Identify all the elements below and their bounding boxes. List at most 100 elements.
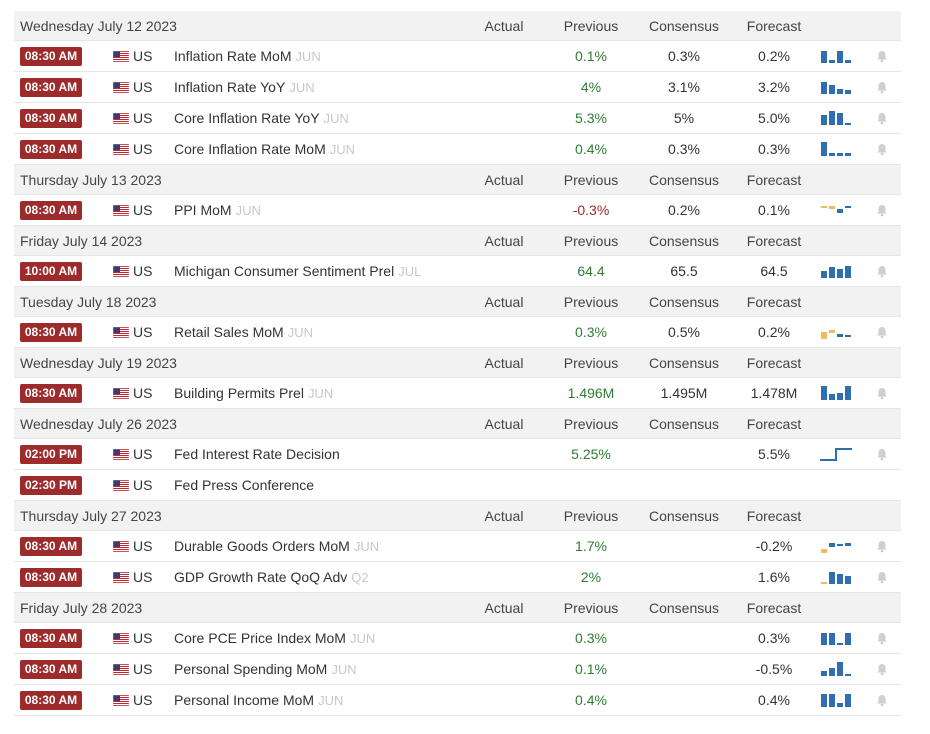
event-name-link[interactable]: Inflation Rate MoM JUN [174,41,321,71]
event-row[interactable]: 08:30 AM US GDP Growth Rate QoQ Adv Q2 2% 1.6… [14,562,901,593]
sparkline-chart-icon[interactable] [820,317,854,347]
actual-value [462,195,546,225]
bell-alert-icon[interactable] [876,439,890,469]
previous-value: 0.3% [575,630,607,646]
bell-alert-icon[interactable] [876,654,890,684]
sparkline-bar [845,633,851,645]
bell-alert-icon[interactable] [876,41,890,71]
sparkline-chart-icon[interactable] [820,623,854,653]
previous-value: 2% [580,569,602,585]
event-name-link[interactable]: Core Inflation Rate YoY JUN [174,103,349,133]
col-header-actual: Actual [484,293,524,310]
event-row[interactable]: 08:30 AM US Core PCE Price Index MoM JUN 0.3… [14,623,901,654]
time-badge: 08:30 AM [20,72,82,102]
day-date: Thursday July 27 2023 [20,507,162,524]
us-flag-icon [113,134,129,164]
sparkline-bar [829,572,835,584]
sparkline-bar [837,703,843,707]
time-badge: 08:30 AM [20,654,82,684]
sparkline-chart-icon[interactable] [820,72,854,102]
bell-alert-icon[interactable] [876,72,890,102]
bell-alert-icon[interactable] [876,195,890,225]
event-row[interactable]: 08:30 AM US Core Inflation Rate MoM JUN 0.4%… [14,134,901,165]
bell-alert-icon[interactable] [876,378,890,408]
event-row[interactable]: 08:30 AM US Inflation Rate YoY JUN 4% 3.1% 3.2… [14,72,901,103]
day-date: Tuesday July 18 2023 [20,293,157,310]
sparkline-chart-icon[interactable] [820,378,854,408]
col-header-consensus: Consensus [648,232,720,249]
bell-alert-icon[interactable] [876,134,890,164]
consensus-value: 0.3% [668,48,700,64]
time-label: 08:30 AM [20,690,82,710]
time-badge: 02:30 PM [20,470,82,500]
sparkline-chart-icon[interactable] [820,41,854,71]
event-name-link[interactable]: Personal Income MoM JUN [174,685,343,715]
event-row[interactable]: 02:30 PM US Fed Press Conference [14,470,901,501]
previous-value: 5.3% [575,110,607,126]
sparkline-bar [845,123,851,125]
event-row[interactable]: 08:30 AM US PPI MoM JUN -0.3% 0.2% 0.1% [14,195,901,226]
col-header-actual: Actual [484,17,524,34]
event-row[interactable]: 08:30 AM US Inflation Rate MoM JUN 0.1% 0.3% 0… [14,41,901,72]
actual-value [462,531,546,561]
previous-value [549,470,633,500]
event-row[interactable]: 08:30 AM US Durable Goods Orders MoM JUN 1.7… [14,531,901,562]
sparkline-chart-icon[interactable] [820,531,854,561]
sparkline-bar [829,543,835,547]
col-header-previous: Previous [563,415,619,432]
sparkline-chart-icon[interactable] [820,439,854,469]
sparkline-bar [837,662,843,676]
bell-alert-icon[interactable] [876,103,890,133]
event-name-link[interactable]: GDP Growth Rate QoQ Adv Q2 [174,562,369,592]
bell-alert-icon[interactable] [876,531,890,561]
sparkline-chart-icon[interactable] [820,654,854,684]
sparkline-chart-icon[interactable] [820,685,854,715]
consensus-value: 3.1% [668,79,700,95]
bell-alert-icon[interactable] [876,623,890,653]
time-label: 08:30 AM [20,108,82,128]
event-name-link[interactable]: Personal Spending MoM JUN [174,654,357,684]
sparkline-chart-icon[interactable] [820,256,854,286]
event-name-link[interactable]: Durable Goods Orders MoM JUN [174,531,379,561]
event-row[interactable]: 08:30 AM US Retail Sales MoM JUN 0.3% 0.5% 0.2… [14,317,901,348]
sparkline-chart-icon[interactable] [820,103,854,133]
consensus-value [641,623,727,653]
event-name: Michigan Consumer Sentiment Prel [174,263,395,279]
day-header-row: Wednesday July 26 2023 Actual Previous Cons… [14,409,901,439]
event-name-link[interactable]: Inflation Rate YoY JUN [174,72,315,102]
time-badge: 08:30 AM [20,562,82,592]
bell-alert-icon[interactable] [876,317,890,347]
sparkline-chart-icon[interactable] [820,195,854,225]
event-name: Inflation Rate MoM [174,48,292,64]
sparkline-chart-icon[interactable] [820,562,854,592]
col-header-forecast: Forecast [746,17,802,34]
bell-alert-icon[interactable] [876,562,890,592]
event-name-link[interactable]: Retail Sales MoM JUN [174,317,313,347]
consensus-value [641,685,727,715]
event-row[interactable]: 10:00 AM US Michigan Consumer Sentiment Pr… [14,256,901,287]
event-name-link[interactable]: Michigan Consumer Sentiment Prel JUL [174,256,421,286]
sparkline-bar [821,82,827,94]
event-row[interactable]: 08:30 AM US Core Inflation Rate YoY JUN 5.3%… [14,103,901,134]
event-name-link[interactable]: Core PCE Price Index MoM JUN [174,623,375,653]
sparkline-chart-icon[interactable] [820,134,854,164]
sparkline-bar [829,206,835,209]
bell-alert-icon[interactable] [876,685,890,715]
event-row[interactable]: 08:30 AM US Personal Income MoM JUN 0.4% 0.4% [14,685,901,716]
bell-alert-icon[interactable] [876,256,890,286]
event-name-link[interactable]: Core Inflation Rate MoM JUN [174,134,355,164]
event-row[interactable]: 08:30 AM US Building Permits Prel JUN 1.496M… [14,378,901,409]
event-name-link[interactable]: Building Permits Prel JUN [174,378,333,408]
event-row[interactable]: 02:00 PM US Fed Interest Rate Decision 5.25… [14,439,901,470]
day-date: Thursday July 13 2023 [20,171,162,188]
us-flag-icon [113,72,129,102]
actual-value [462,685,546,715]
country-code: US [133,385,153,401]
sparkline-bar [829,330,835,333]
us-flag-icon [113,103,129,133]
event-name-link[interactable]: PPI MoM JUN [174,195,261,225]
event-name-link[interactable]: Fed Interest Rate Decision [174,439,340,469]
event-row[interactable]: 08:30 AM US Personal Spending MoM JUN 0.1% -0… [14,654,901,685]
sparkline-bar [829,60,835,63]
event-name-link[interactable]: Fed Press Conference [174,470,314,500]
